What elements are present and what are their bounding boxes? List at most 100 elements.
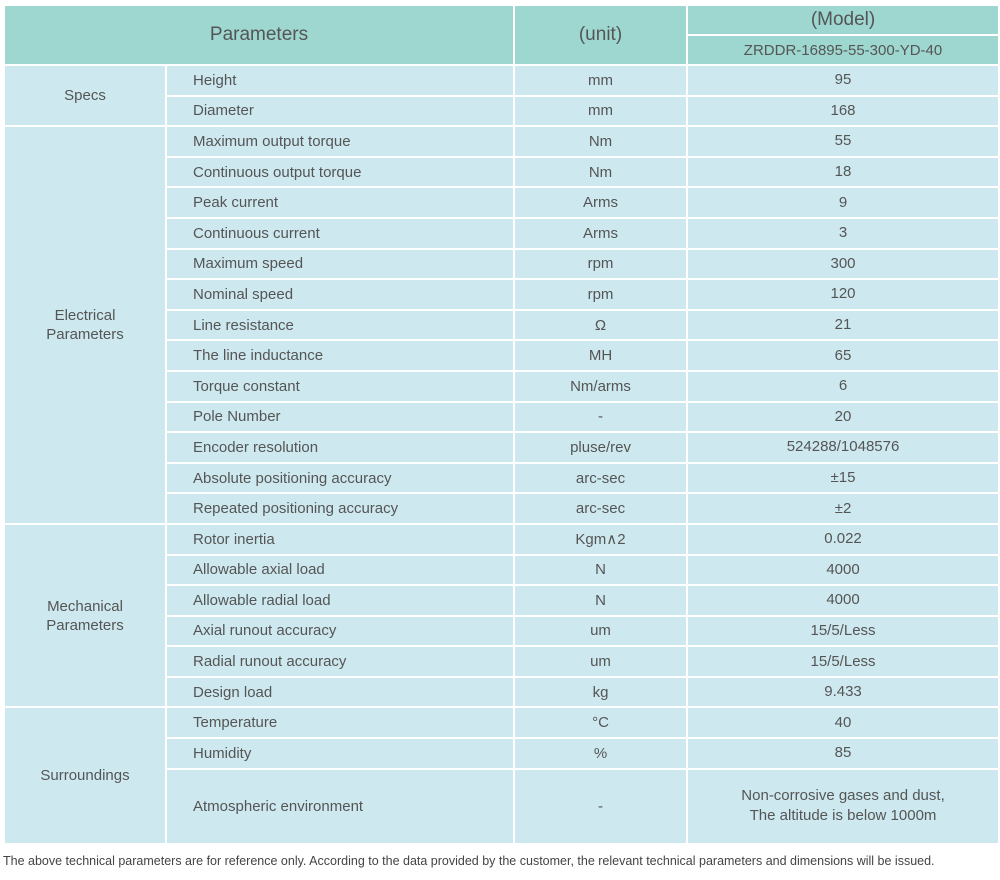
table-row: Diameter mm 168 (4, 94, 1000, 128)
group-cell: Electrical Parameters (3, 125, 167, 525)
unit-cell: um (513, 645, 689, 678)
value-cell: 95 (686, 64, 1000, 97)
table-row: Allowable radial load N 4000 (4, 584, 1000, 617)
unit-cell: Ω (513, 308, 689, 342)
param-cell: Radial runout accuracy (164, 645, 516, 678)
param-cell: Peak current (164, 186, 516, 219)
value-cell: 300 (686, 247, 1000, 281)
unit-cell: Arms (513, 186, 689, 219)
table-row: Repeated positioning accuracy arc-sec ±2 (4, 492, 1000, 525)
value-cell: 3 (686, 216, 1000, 250)
group-name: Electrical Parameters (46, 307, 124, 344)
value-cell: 4000 (686, 584, 1000, 617)
value-cell: 40 (686, 706, 1000, 740)
param-cell: Encoder resolution (164, 431, 516, 464)
unit-cell: MH (513, 339, 689, 372)
value-cell: 85 (686, 737, 1000, 770)
param-cell: Design load (164, 675, 516, 709)
value-cell: 524288/1048576 (686, 431, 1000, 464)
param-cell: Continuous current (164, 216, 516, 250)
table-row: Specs Height mm 95 (3, 63, 1000, 128)
footnote: The above technical parameters are for r… (3, 854, 935, 868)
unit-cell: Nm/arms (513, 369, 689, 403)
table-row: Axial runout accuracy um 15/5/Less (4, 614, 1000, 648)
value-cell: 65 (686, 339, 1000, 372)
unit-cell: arc-sec (513, 492, 689, 525)
table-row: Radial runout accuracy um 15/5/Less (4, 645, 1000, 678)
value-cell: 9.433 (686, 675, 1000, 709)
param-cell: Maximum speed (164, 247, 516, 281)
table-row: Atmospheric environment - Non-corrosive ga… (4, 767, 1000, 845)
param-cell: Temperature (164, 706, 516, 740)
param-cell: Diameter (164, 94, 516, 128)
param-cell: Axial runout accuracy (164, 614, 516, 648)
table-row: Absolute positioning accuracy arc-sec ±15 (4, 461, 1000, 495)
value-cell: 4000 (686, 553, 1000, 587)
unit-cell: pluse/rev (513, 431, 689, 464)
param-cell: Humidity (164, 737, 516, 770)
value-cell: 0.022 (686, 522, 1000, 556)
param-cell: Allowable axial load (164, 553, 516, 587)
header-model: ZRDDR-16895-55-300-YD-40 (686, 34, 1000, 66)
value-cell: 6 (686, 369, 1000, 403)
unit-cell: - (513, 400, 689, 434)
unit-cell: Kgm∧2 (513, 522, 689, 556)
table-row: The line inductance MH 65 (4, 339, 1000, 372)
header-unit: (unit) (513, 4, 689, 66)
group-cell: Surroundings (3, 706, 167, 845)
unit-cell: % (513, 737, 689, 770)
table-row: Surroundings Temperature °C 40 (3, 706, 1000, 845)
group-name: Specs (64, 87, 106, 105)
value-cell: 20 (686, 400, 1000, 434)
unit-cell: N (513, 553, 689, 587)
table-row: Torque constant Nm/arms 6 (4, 369, 1000, 403)
unit-cell: kg (513, 675, 689, 709)
unit-cell: mm (513, 64, 689, 97)
unit-cell: °C (513, 706, 689, 740)
value-cell: 55 (686, 125, 1000, 158)
unit-cell: Nm (513, 155, 689, 189)
value-cell: 9 (686, 186, 1000, 219)
param-cell: Absolute positioning accuracy (164, 461, 516, 495)
unit-cell: rpm (513, 278, 689, 311)
table-body: Specs Height mm 95 Diameter mm 168 Electrical P… (3, 63, 1000, 845)
table-row: Nominal speed rpm 120 (4, 278, 1000, 311)
value-cell: 15/5/Less (686, 645, 1000, 678)
param-cell: Torque constant (164, 369, 516, 403)
header-model-label: (Model) (686, 4, 1000, 36)
table-row: Maximum speed rpm 300 (4, 247, 1000, 281)
table-row: Allowable axial load N 4000 (4, 553, 1000, 587)
unit-cell: Nm (513, 125, 689, 158)
value-cell: Non-corrosive gases and dust, The altitu… (686, 767, 1000, 845)
group-name: Surroundings (40, 767, 130, 785)
table-row: Encoder resolution pluse/rev 524288/104857… (4, 431, 1000, 464)
table-row: Line resistance Ω 21 (4, 308, 1000, 342)
group-cell: Mechanical Parameters (3, 522, 167, 709)
param-cell: The line inductance (164, 339, 516, 372)
param-cell: Pole Number (164, 400, 516, 434)
param-cell: Atmospheric environment (164, 767, 516, 845)
unit-cell: rpm (513, 247, 689, 281)
param-cell: Height (164, 64, 516, 97)
unit-cell: N (513, 584, 689, 617)
param-cell: Nominal speed (164, 278, 516, 311)
table-row: Electrical Parameters Maximum output torq… (3, 125, 1000, 525)
unit-cell: Arms (513, 216, 689, 250)
table-row: Pole Number -20 (4, 400, 1000, 434)
param-cell: Continuous output torque (164, 155, 516, 189)
value-cell: 168 (686, 94, 1000, 128)
value-cell: 120 (686, 278, 1000, 311)
unit-cell: mm (513, 94, 689, 128)
header-parameters: Parameters (2, 4, 516, 66)
param-cell: Repeated positioning accuracy (164, 492, 516, 525)
param-cell: Allowable radial load (164, 584, 516, 617)
unit-cell: arc-sec (513, 461, 689, 495)
table-row: Design load kg 9.433 (4, 675, 1000, 709)
table-row: Humidity% 85 (4, 737, 1000, 770)
spec-table: Parameters (unit) (Model) ZRDDR-16895-55… (2, 4, 1000, 845)
table-row: Continuous current Arms 3 (4, 216, 1000, 250)
value-cell: ±2 (686, 492, 1000, 525)
value-cell: 18 (686, 155, 1000, 189)
param-cell: Rotor inertia (164, 522, 516, 556)
